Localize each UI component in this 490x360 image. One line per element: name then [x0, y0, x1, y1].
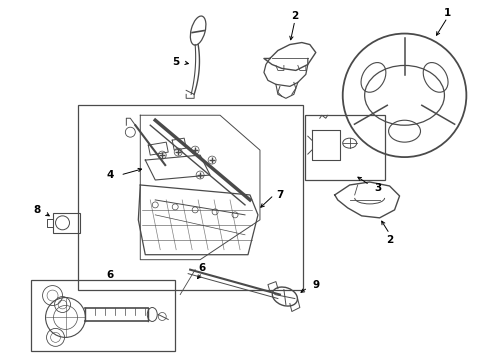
Text: 9: 9 [312, 280, 319, 289]
Text: 4: 4 [107, 170, 114, 180]
Text: 8: 8 [33, 205, 40, 215]
Bar [305, 115, 385, 180]
Bar [78, 105, 303, 289]
Bar [52, 213, 80, 233]
Text: 5: 5 [172, 58, 180, 67]
Text: 2: 2 [386, 235, 393, 245]
Text: 6: 6 [198, 263, 206, 273]
Text: 3: 3 [374, 183, 381, 193]
Bar [30, 280, 175, 351]
Text: 7: 7 [276, 190, 284, 200]
Text: 6: 6 [107, 270, 114, 280]
Text: 2: 2 [291, 11, 298, 21]
Text: 1: 1 [444, 8, 451, 18]
